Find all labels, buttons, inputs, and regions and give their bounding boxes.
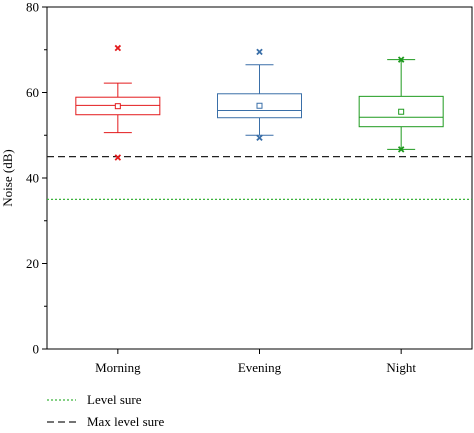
interquartile-box <box>75 96 161 116</box>
y-tick-label: 0 <box>33 342 40 357</box>
max-marker-stroke-b <box>256 48 263 56</box>
mean-marker <box>256 102 263 109</box>
y-tick-label: 60 <box>26 85 39 100</box>
max-marker-stroke-b <box>114 44 122 52</box>
mean-marker <box>398 108 405 115</box>
y-tick-label: 40 <box>26 171 39 186</box>
x-tick-label-night: Night <box>386 360 416 375</box>
min-marker <box>397 146 405 153</box>
interquartile-box <box>358 95 444 128</box>
legend-label-1: Max level sure <box>87 414 164 429</box>
box-evening <box>217 48 302 142</box>
reference-lines <box>47 155 472 201</box>
interquartile-box <box>217 93 302 119</box>
y-axis-title: Noise (dB) <box>0 149 15 206</box>
max-marker <box>397 56 405 63</box>
y-tick-label: 20 <box>26 256 39 271</box>
mean-marker <box>114 103 121 110</box>
max-marker <box>256 48 263 56</box>
plot-frame <box>46 6 473 350</box>
x-tick-label-morning: Morning <box>95 360 141 375</box>
box-night <box>358 56 444 153</box>
min-marker <box>114 154 122 161</box>
axes: 0 20 40 60 80 Noise (dB) Morning Evening Night <box>0 0 473 375</box>
min-marker-stroke-b <box>397 146 405 153</box>
boxes <box>75 44 444 161</box>
legend-label-0: Level sure <box>87 392 142 407</box>
legend: Level sure Max level sure <box>47 392 164 429</box>
min-marker <box>256 134 263 142</box>
min-marker-stroke-b <box>256 134 263 142</box>
max-marker-stroke-b <box>397 56 405 63</box>
min-marker-stroke-b <box>114 154 122 161</box>
x-tick-label-evening: Evening <box>238 360 282 375</box>
y-tick-label: 80 <box>26 0 39 15</box>
box-morning <box>75 44 161 161</box>
max-marker <box>114 44 122 52</box>
